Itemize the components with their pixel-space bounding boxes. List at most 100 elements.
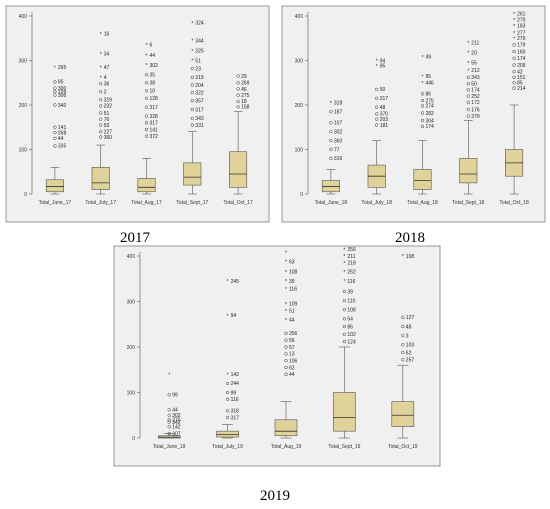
outlier-marker [342, 289, 347, 294]
outlier-extreme-marker: * [467, 51, 469, 57]
outlier-marker [401, 315, 405, 320]
outlier-marker [236, 105, 240, 109]
outlier-label: 62 [289, 365, 295, 371]
box-iqr [459, 158, 478, 184]
outlier-label: 99 [231, 390, 237, 396]
outlier-label: 324 [195, 20, 204, 26]
outlier-label: 56 [289, 338, 295, 344]
outlier-label: 94 [231, 313, 237, 319]
outlier-label: 279 [517, 36, 526, 42]
outlier-marker [144, 81, 149, 85]
outlier-label: 203 [380, 117, 389, 123]
outlier-label: 174 [517, 56, 526, 62]
y-tick-label: 300 [295, 59, 304, 65]
x-category-label: Total_June_19 [153, 444, 186, 450]
outlier-label: 141 [150, 127, 159, 133]
outlier-marker [190, 123, 194, 127]
outlier-label: 252 [347, 270, 356, 276]
outlier-label: 343 [471, 75, 480, 81]
outlier-label: 85 [517, 81, 523, 87]
outlier-marker [53, 90, 57, 94]
outlier-marker [144, 127, 149, 132]
outlier-label: 227 [104, 130, 113, 136]
x-category-label: Total_June_17 [39, 200, 72, 206]
outlier-label: 48 [380, 105, 386, 111]
outlier-marker [144, 89, 149, 93]
outlier-label: 142 [231, 372, 240, 378]
outlier-label: 116 [347, 279, 355, 285]
outlier-label: 211 [471, 41, 479, 47]
outlier-extreme-marker: * [343, 254, 345, 260]
outlier-marker [99, 111, 103, 115]
x-category-label: Total_Oct_19 [388, 444, 418, 450]
outlier-marker [512, 49, 516, 54]
outlier-label: 275 [426, 98, 435, 104]
x-category-label: Total_Aug_19 [271, 444, 302, 450]
y-tick-label: 200 [295, 103, 304, 109]
outlier-marker [512, 56, 516, 60]
y-tick-label: 0 [24, 192, 27, 198]
outlier-label: 317 [150, 121, 159, 127]
outlier-extreme-marker: * [513, 18, 515, 24]
outlier-label: 187 [334, 109, 343, 115]
outlier-label: 357 [195, 98, 204, 104]
outlier-marker [225, 390, 230, 395]
outlier-label: 151 [517, 75, 526, 81]
outlier-label: 116 [231, 397, 239, 403]
y-tick-label: 400 [127, 254, 136, 260]
x-category-label: Total_July_19 [212, 444, 243, 450]
outlier-label: 51 [289, 308, 295, 314]
outlier-label: 20 [471, 50, 477, 56]
outlier-marker [236, 87, 240, 91]
outlier-label: 77 [334, 147, 340, 153]
outlier-marker [99, 104, 103, 108]
y-tick-label: 300 [19, 59, 28, 65]
outlier-label: 116 [289, 287, 297, 293]
outlier-extreme-marker: * [285, 302, 287, 308]
box-iqr [413, 169, 432, 190]
outlier-marker [144, 121, 149, 125]
outlier-label: 38 [150, 81, 156, 87]
outlier-marker [167, 413, 171, 417]
outlier-marker [329, 138, 333, 143]
outlier-label: 218 [347, 261, 356, 267]
outlier-marker [144, 105, 149, 109]
outlier-marker [512, 63, 516, 67]
outlier-label: 18 [241, 99, 247, 105]
panel-caption: 2017 [120, 230, 151, 246]
outlier-extreme-marker: * [191, 21, 193, 27]
outlier-label: 265 [58, 65, 67, 71]
outlier-label: 379 [471, 114, 480, 120]
outlier-label: 252 [471, 94, 480, 100]
outlier-label: 13 [289, 352, 295, 358]
chart-panel-2019: 0100200300400*9944302270342142307Total_J… [113, 245, 441, 467]
outlier-marker [53, 125, 57, 129]
outlier-extreme-marker: * [191, 39, 193, 45]
outlier-extreme-marker: * [343, 261, 345, 267]
outlier-label: 94 [380, 58, 386, 64]
outlier-label: 127 [406, 315, 415, 321]
outlier-label: 174 [426, 124, 435, 130]
outlier-label: 256 [347, 247, 356, 253]
y-tick-label: 100 [295, 148, 304, 154]
y-tick-label: 100 [19, 148, 28, 154]
outlier-label: 304 [426, 118, 435, 124]
outlier-marker [144, 73, 149, 77]
outlier-label: 44 [172, 408, 178, 414]
outlier-marker [99, 123, 103, 127]
outlier-extreme-marker: * [422, 55, 424, 61]
outlier-extreme-marker: * [285, 318, 287, 324]
outlier-marker [329, 121, 333, 125]
x-category-label: Total_Oct_18 [499, 200, 529, 206]
outlier-marker [329, 110, 333, 114]
outlier-extreme-marker: * [191, 49, 193, 55]
outlier-extreme-marker: * [100, 76, 102, 82]
outlier-marker [167, 393, 171, 397]
outlier-label: 46 [241, 87, 247, 93]
outlier-marker [375, 96, 379, 100]
outlier-marker [167, 408, 171, 412]
